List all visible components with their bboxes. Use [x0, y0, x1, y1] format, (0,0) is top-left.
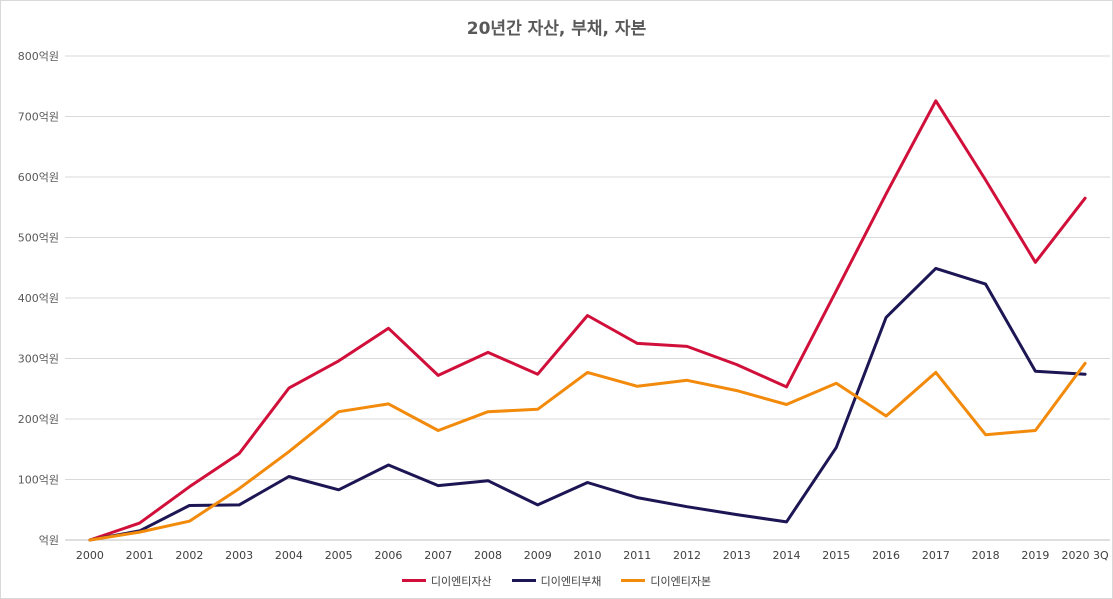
- legend-label: 디이엔티부채: [540, 574, 602, 588]
- y-tick-label: 300억원: [18, 353, 59, 366]
- series-line: [88, 361, 1087, 542]
- legend-item: 디이엔티자본: [621, 573, 711, 589]
- legend-swatch: [401, 579, 426, 582]
- x-tick-label: 2001: [126, 549, 154, 562]
- x-tick-label: 2004: [275, 549, 303, 562]
- chart-title: 20년간 자산, 부채, 자본: [466, 19, 647, 39]
- x-tick-label: 2000: [76, 549, 104, 562]
- x-tick-label: 2011: [623, 549, 651, 562]
- legend-label: 디이엔티자산: [430, 574, 492, 588]
- x-tick-label: 2010: [574, 549, 602, 562]
- x-tick-label: 2003: [225, 549, 253, 562]
- legend-label: 디이엔티자본: [650, 574, 712, 588]
- y-tick-label: 700억원: [18, 111, 59, 124]
- legend-item: 디이엔티자산: [401, 573, 492, 589]
- y-tick-label: 400억원: [18, 292, 59, 305]
- x-tick-label: 2012: [673, 549, 701, 562]
- x-tick-label: 2007: [424, 549, 452, 562]
- x-tick-label: 2006: [374, 549, 402, 562]
- x-tick-label: 2005: [325, 549, 353, 562]
- series-line: [88, 266, 1087, 542]
- x-tick-label: 2013: [723, 549, 751, 562]
- x-tick-label: 2016: [872, 549, 900, 562]
- x-tick-label: 2015: [822, 549, 850, 562]
- x-tick-label: 2009: [524, 549, 552, 562]
- legend-swatch: [621, 579, 646, 582]
- x-tick-label: 2008: [474, 549, 502, 562]
- legend-item: 디이엔티부채: [511, 573, 602, 589]
- x-tick-label: 2014: [773, 549, 801, 562]
- y-tick-label: 억원: [39, 534, 59, 547]
- chart-legend: 디이엔티자산 디이엔티부채 디이엔티자본: [0, 572, 1113, 589]
- x-tick-label: 2019: [1021, 549, 1049, 562]
- x-tick-label: 2017: [922, 549, 950, 562]
- y-tick-label: 200억원: [18, 413, 59, 426]
- x-tick-label: 2002: [175, 549, 203, 562]
- x-tick-label: 2020 3Q: [1062, 549, 1109, 562]
- x-tick-label: 2018: [972, 549, 1000, 562]
- y-tick-label: 600억원: [18, 171, 59, 184]
- series-line: [88, 99, 1087, 542]
- legend-swatch: [511, 579, 536, 582]
- y-tick-label: 800억원: [18, 50, 59, 63]
- y-tick-label: 100억원: [18, 474, 59, 487]
- y-tick-label: 500억원: [18, 232, 59, 245]
